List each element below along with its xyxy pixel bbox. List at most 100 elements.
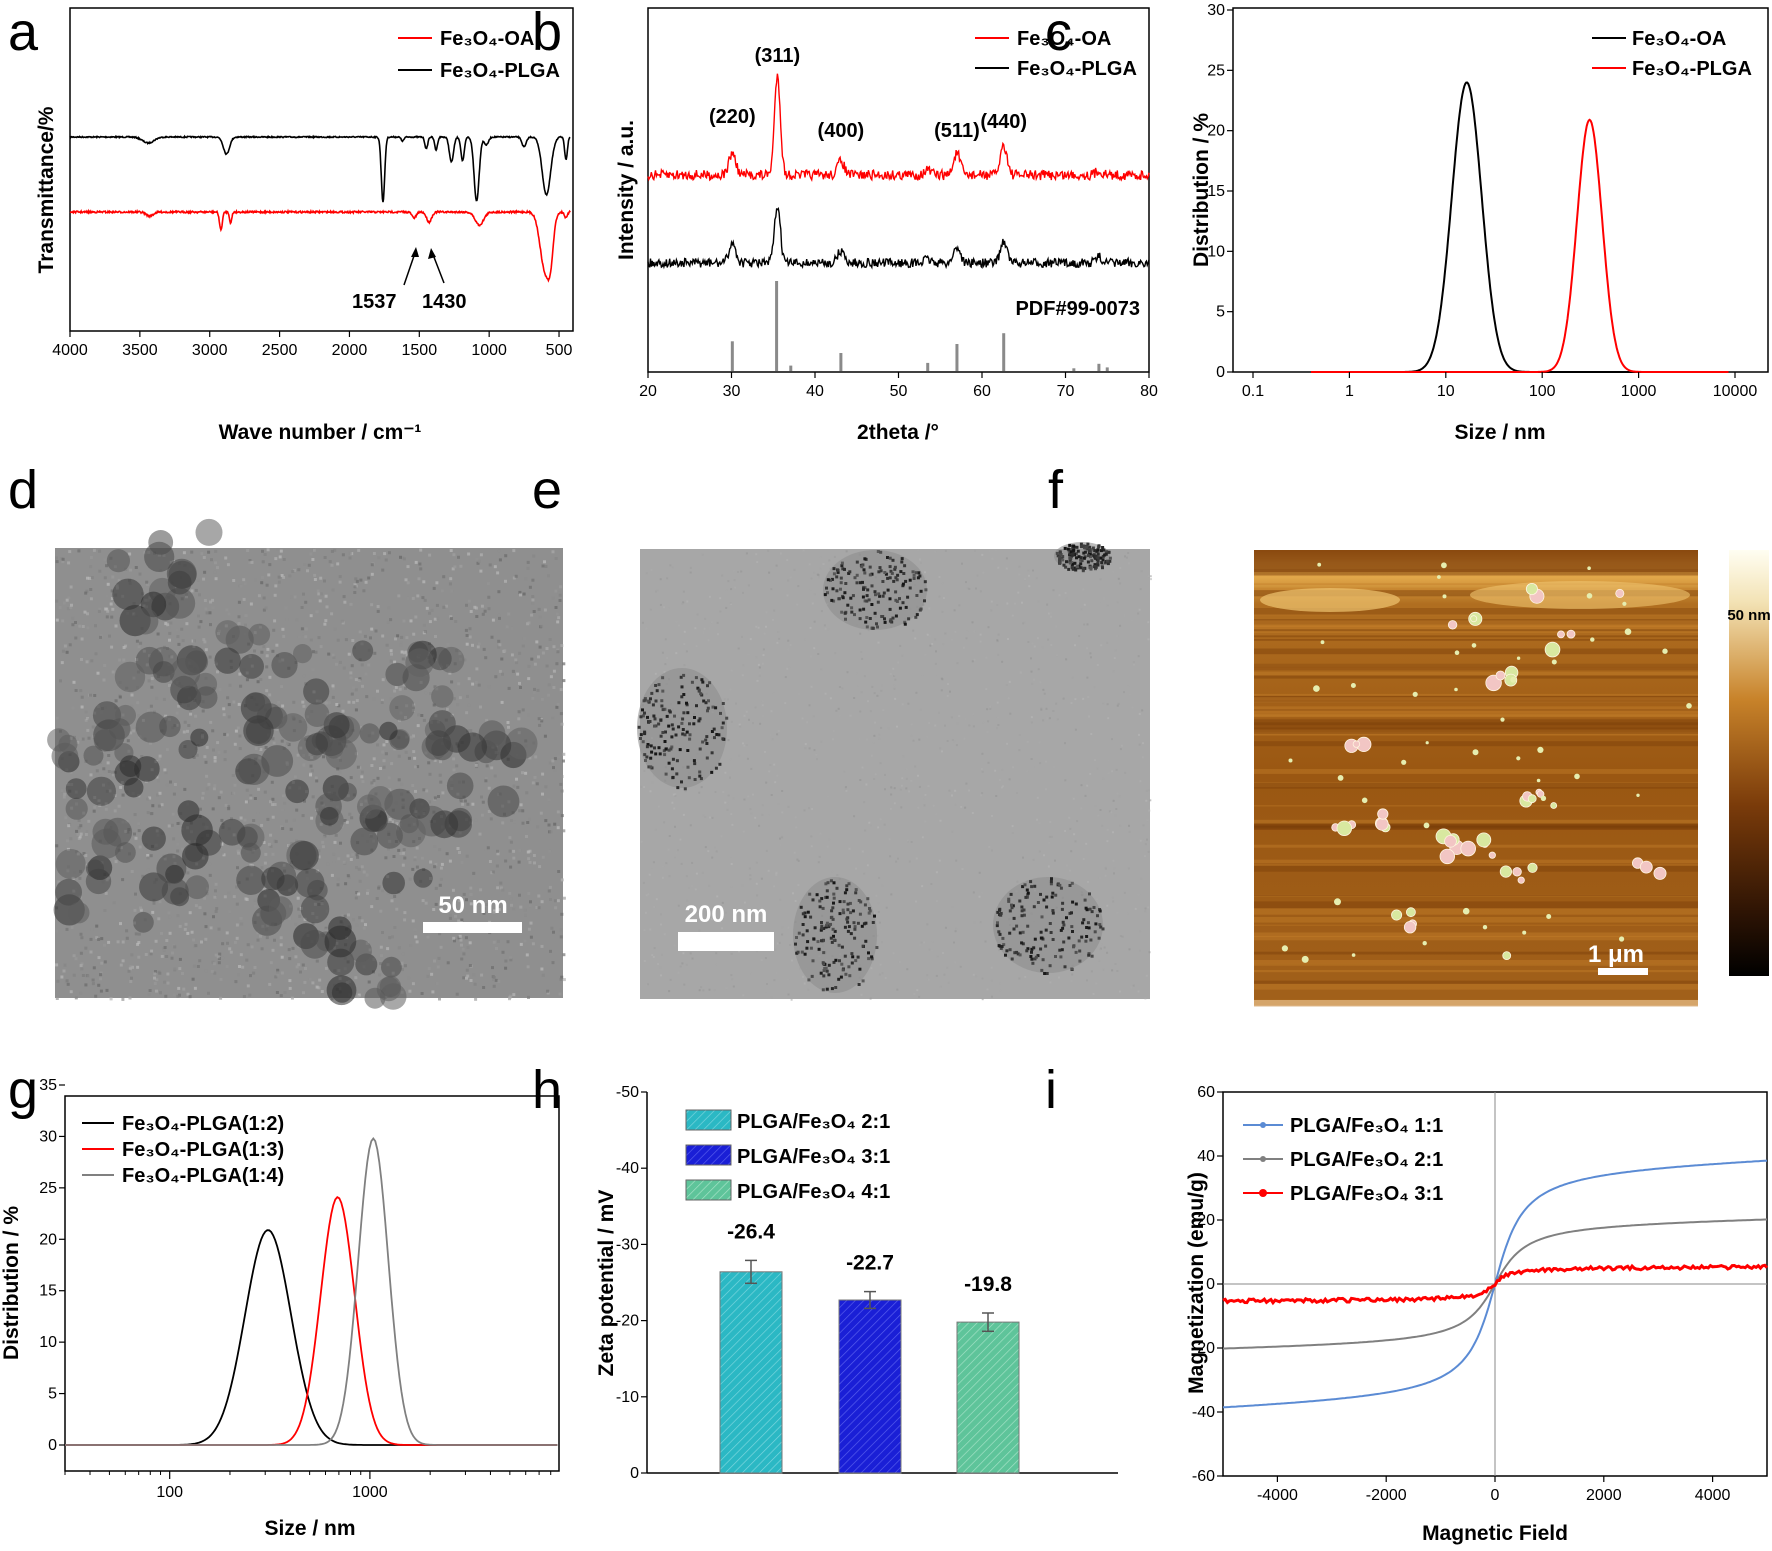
- noise-speck: [558, 992, 562, 996]
- scan-streak: [1254, 700, 1698, 704]
- noise-speck: [395, 907, 399, 911]
- noise-speck: [555, 612, 559, 616]
- noise-speck: [1071, 973, 1074, 976]
- noise-speck: [285, 618, 289, 621]
- noise-speck: [527, 892, 531, 895]
- noise-speck: [1089, 652, 1092, 655]
- noise-speck: [1087, 696, 1090, 698]
- legend-swatch-3: [685, 1179, 732, 1201]
- noise-speck: [237, 622, 241, 626]
- nanoparticle: [654, 684, 658, 687]
- nanoparticle: [795, 936, 798, 939]
- noise-speck: [99, 634, 103, 638]
- noise-speck: [1138, 743, 1141, 746]
- noise-speck: [698, 791, 701, 794]
- noise-speck: [171, 951, 174, 955]
- noise-speck: [435, 982, 439, 985]
- noise-speck: [137, 645, 141, 649]
- noise-speck: [761, 700, 764, 703]
- noise-speck: [194, 944, 198, 948]
- noise-speck: [807, 988, 810, 991]
- noise-speck: [1030, 657, 1032, 660]
- noise-speck: [935, 974, 938, 977]
- noise-speck: [249, 863, 253, 867]
- noise-speck: [280, 739, 284, 743]
- nanoparticle: [1104, 552, 1108, 556]
- noise-speck: [730, 813, 733, 816]
- noise-speck: [1092, 992, 1095, 995]
- noise-speck: [496, 849, 499, 853]
- nanoparticle: [646, 699, 650, 703]
- nanoparticle: [840, 561, 844, 565]
- noise-speck: [679, 965, 682, 968]
- nanoparticle: [837, 943, 841, 947]
- noise-speck: [130, 704, 134, 708]
- noise-speck: [178, 957, 182, 961]
- nanoparticle: [845, 888, 849, 892]
- nanoparticle: [848, 570, 852, 574]
- noise-speck: [867, 700, 869, 703]
- noise-speck: [650, 681, 653, 684]
- noise-speck: [372, 783, 376, 787]
- noise-speck: [1042, 719, 1045, 722]
- noise-speck: [463, 658, 467, 662]
- nanoparticle: [1036, 901, 1040, 904]
- nanoparticle: [693, 762, 697, 766]
- noise-speck: [292, 700, 296, 704]
- noise-speck: [324, 926, 328, 930]
- noise-speck: [287, 948, 291, 952]
- noise-speck: [1106, 641, 1109, 644]
- nanoparticle: [161, 877, 189, 905]
- noise-speck: [519, 803, 523, 807]
- noise-speck: [771, 738, 774, 741]
- nanoparticle: [379, 721, 398, 741]
- noise-speck: [517, 717, 521, 721]
- noise-speck: [277, 700, 281, 704]
- noise-speck: [271, 737, 275, 741]
- noise-speck: [553, 822, 557, 826]
- noise-speck: [1101, 824, 1104, 827]
- nanoparticle: [1040, 915, 1044, 919]
- noise-speck: [1005, 567, 1008, 570]
- noise-speck: [265, 583, 269, 587]
- noise-speck: [816, 573, 819, 576]
- noise-speck: [80, 658, 83, 661]
- legend-marker-3: [1259, 1189, 1267, 1197]
- noise-speck: [332, 860, 336, 864]
- noise-speck: [777, 631, 780, 633]
- nanoparticle: [338, 782, 357, 802]
- noise-speck: [461, 802, 465, 806]
- noise-speck: [1098, 877, 1101, 879]
- noise-speck: [552, 686, 556, 689]
- nanoparticle: [131, 607, 159, 635]
- noise-speck: [106, 761, 110, 765]
- nanoparticle: [1105, 550, 1109, 554]
- noise-speck: [1138, 712, 1141, 715]
- scan-streak: [1254, 805, 1698, 807]
- noise-speck: [1096, 767, 1099, 770]
- nanoparticle: [239, 654, 264, 679]
- noise-speck: [151, 910, 155, 914]
- noise-speck: [661, 651, 664, 654]
- noise-speck: [273, 803, 277, 806]
- noise-speck: [939, 819, 942, 822]
- nanoparticle: [842, 900, 846, 904]
- nanoparticle: [710, 751, 714, 755]
- noise-speck: [876, 934, 879, 937]
- nanoparticle: [720, 726, 724, 730]
- noise-speck: [367, 663, 371, 667]
- noise-speck: [210, 558, 213, 562]
- noise-speck: [355, 699, 359, 703]
- noise-speck: [1064, 742, 1066, 745]
- nanoparticle: [641, 714, 645, 718]
- noise-speck: [680, 862, 683, 865]
- nanoparticle: [865, 594, 869, 598]
- nanoparticle: [109, 718, 131, 740]
- nanoparticle: [892, 579, 896, 583]
- noise-speck: [791, 959, 793, 962]
- noise-speck: [409, 944, 413, 947]
- scan-streak: [1254, 935, 1698, 941]
- noise-speck: [682, 590, 685, 593]
- noise-speck: [265, 654, 269, 658]
- nanoparticle: [681, 717, 685, 721]
